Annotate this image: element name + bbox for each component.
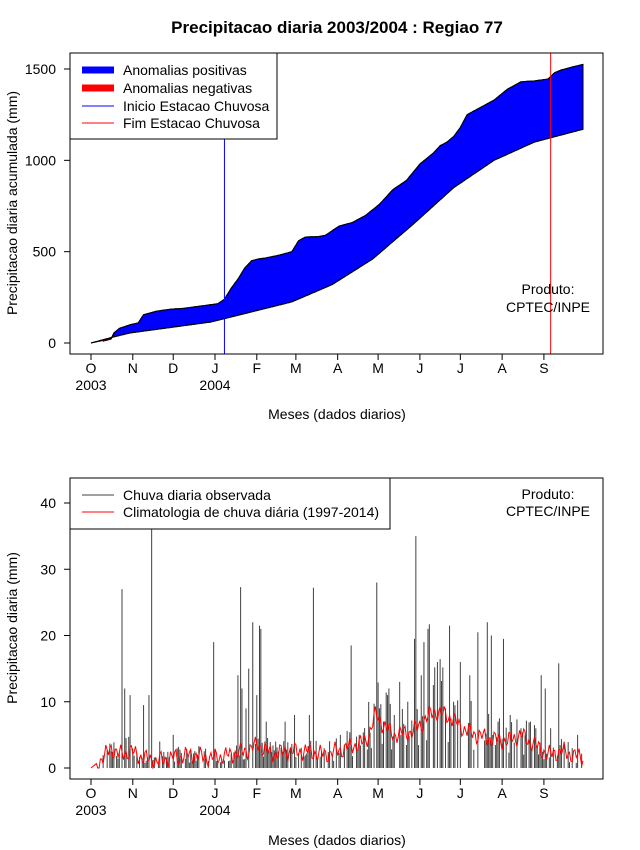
top-panel-data xyxy=(90,53,584,354)
top-y-tick-label: 0 xyxy=(48,335,56,351)
bottom-y-tick-label: 30 xyxy=(40,561,56,577)
bottom-x-tick-label: J xyxy=(212,785,219,801)
top-y-axis-label: Precipitacao diaria acumulada (mm) xyxy=(4,91,20,315)
bottom-legend-box xyxy=(69,477,391,530)
chart-title: Precipitacao diaria 2003/2004 : Regiao 7… xyxy=(171,18,503,37)
top-annotation-line-2: CPTEC/INPE xyxy=(506,299,590,315)
top-x-tick-label: J xyxy=(416,360,423,376)
top-x-axis-label: Meses (dados diarios) xyxy=(268,406,406,422)
bottom-x-tick-label: D xyxy=(168,785,178,801)
legend-label-season-end: Fim Estacao Chuvosa xyxy=(123,115,260,131)
legend-label-negative: Anomalias negativas xyxy=(123,80,252,96)
top-x-tick-label: J xyxy=(457,360,464,376)
bottom-x-tick-label: J xyxy=(416,785,423,801)
top-annotation-line-1: Produto: xyxy=(522,281,575,297)
bottom-x-tick-label: S xyxy=(539,785,548,801)
top-x-tick-label: M xyxy=(290,360,302,376)
bottom-panel-data xyxy=(90,529,584,770)
bottom-y-tick-label: 40 xyxy=(40,495,56,511)
observed-cumulative-line xyxy=(90,63,584,344)
bottom-y-tick-label: 10 xyxy=(40,694,56,710)
legend-label-positive: Anomalias positivas xyxy=(123,62,247,78)
bottom-x-axis-label: Meses (dados diarios) xyxy=(268,832,406,848)
bottom-y-tick-label: 20 xyxy=(40,628,56,644)
top-y-tick-label: 1500 xyxy=(25,61,56,77)
bottom-x-tick-label: M xyxy=(290,785,302,801)
bottom-x-tick-label: N xyxy=(128,785,138,801)
bottom-x-tick-label: A xyxy=(333,785,343,801)
legend-label-season-start: Inicio Estacao Chuvosa xyxy=(123,98,270,114)
top-x-tick-label: A xyxy=(497,360,507,376)
top-x-tick-label: A xyxy=(333,360,343,376)
top-y-tick-label: 1000 xyxy=(25,152,56,168)
climatology-line xyxy=(90,704,584,770)
legend-label-climatology: Climatologia de chuva diária (1997-2014) xyxy=(123,504,379,520)
bottom-x-tick-label: O xyxy=(86,785,97,801)
climatology-cumulative-line xyxy=(90,128,584,344)
bottom-x-tick-label: F xyxy=(253,785,262,801)
top-legend: Anomalias positivas Anomalias negativas … xyxy=(69,52,278,140)
top-x-tick-label: S xyxy=(539,360,548,376)
bottom-year-label: 2003 xyxy=(75,802,106,818)
bottom-annotation-line-1: Produto: xyxy=(522,486,575,502)
bottom-panel-axes: O N D J F M A M J J A S 2003 2004 0 10 20 30 40 xyxy=(40,495,548,818)
bottom-y-tick-label: 0 xyxy=(48,760,56,776)
bottom-x-tick-label: J xyxy=(457,785,464,801)
top-year-label: 2003 xyxy=(75,377,106,393)
bottom-x-tick-label: A xyxy=(497,785,507,801)
top-x-tick-label: N xyxy=(128,360,138,376)
top-year-label: 2004 xyxy=(199,377,230,393)
top-y-tick-label: 500 xyxy=(33,244,57,260)
bottom-y-axis-label: Precipitacao diaria (mm) xyxy=(4,552,20,704)
top-x-tick-label: J xyxy=(212,360,219,376)
bottom-x-tick-label: M xyxy=(372,785,384,801)
bottom-annotation-line-2: CPTEC/INPE xyxy=(506,503,590,519)
top-x-tick-label: D xyxy=(168,360,178,376)
bottom-legend: Chuva diaria observada Climatologia de c… xyxy=(69,477,391,530)
bottom-year-label: 2004 xyxy=(199,802,230,818)
top-x-tick-label: F xyxy=(253,360,262,376)
top-x-tick-label: O xyxy=(86,360,97,376)
top-panel-axes: O N D J F M A M J J A S 2003 2004 0 500 1000 1500 xyxy=(25,61,549,393)
top-x-tick-label: M xyxy=(372,360,384,376)
legend-label-observed: Chuva diaria observada xyxy=(123,487,271,503)
